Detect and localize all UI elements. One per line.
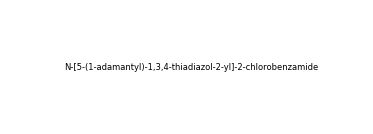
Text: N-[5-(1-adamantyl)-1,3,4-thiadiazol-2-yl]-2-chlorobenzamide: N-[5-(1-adamantyl)-1,3,4-thiadiazol-2-yl… [64, 63, 318, 72]
